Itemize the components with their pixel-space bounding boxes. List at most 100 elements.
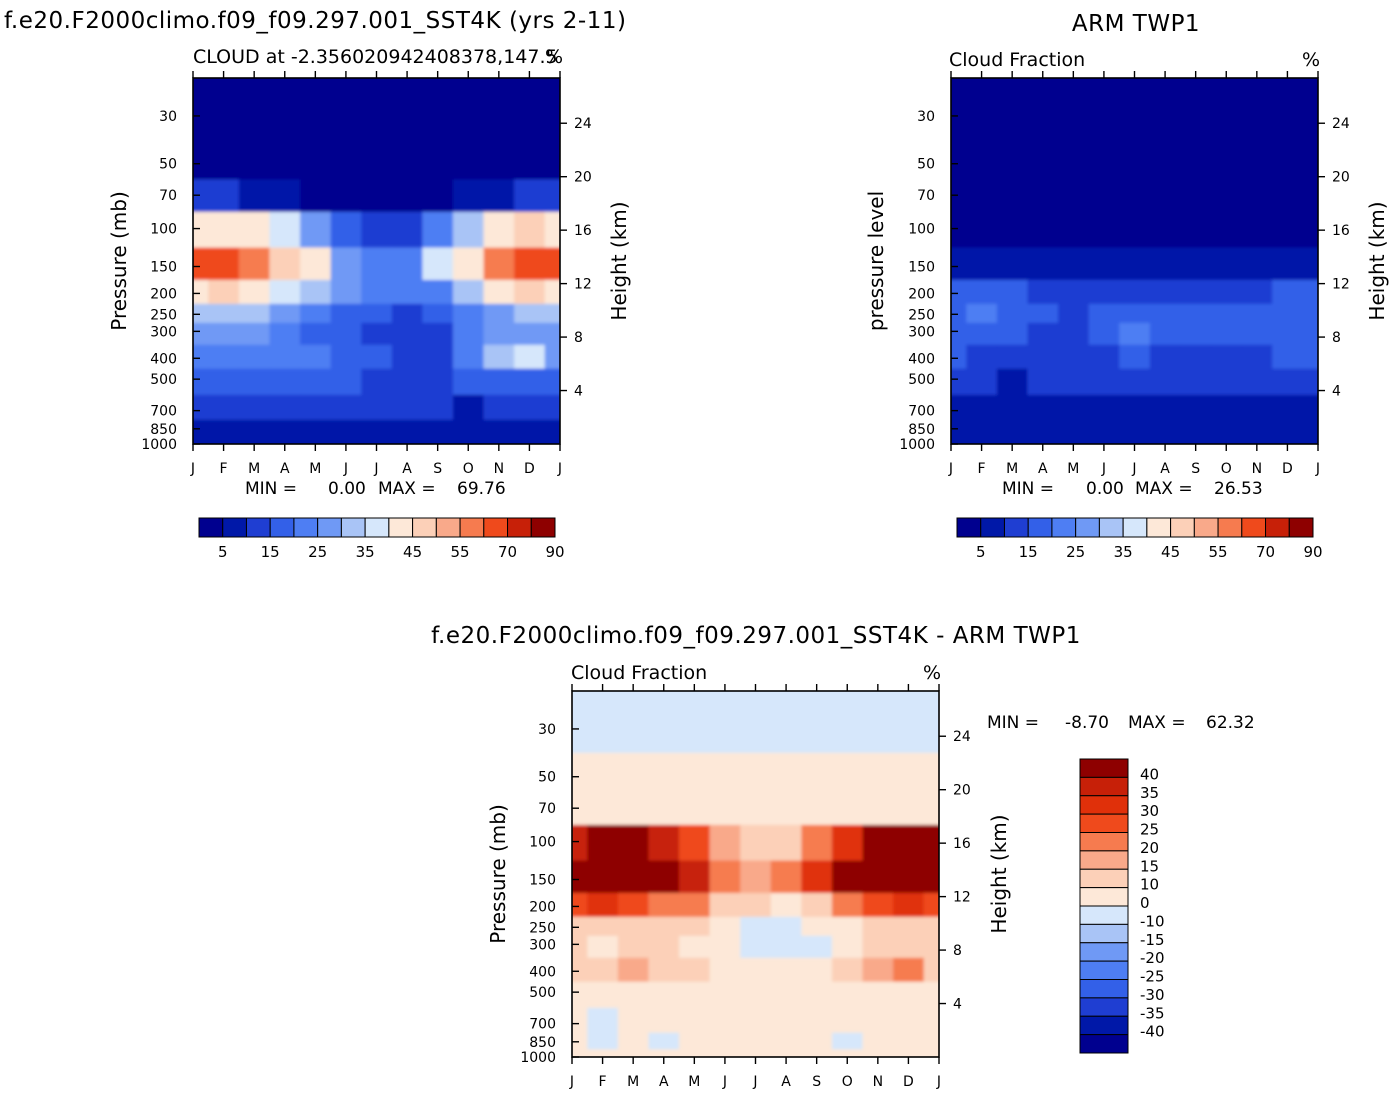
colorbar-label: 40	[1140, 765, 1159, 783]
colorbar-box	[1079, 1015, 1129, 1036]
field-cell	[1210, 419, 1243, 437]
field-cell	[422, 436, 454, 444]
month-tick-label: A	[280, 461, 290, 477]
field-cell	[544, 322, 560, 346]
field-cell	[1272, 322, 1304, 346]
field-cell	[966, 394, 998, 421]
field-cell	[862, 1007, 894, 1034]
field-cell	[1180, 303, 1212, 324]
field-cell	[544, 368, 560, 396]
month-tick-label: M	[688, 1074, 700, 1090]
field-cell	[1210, 139, 1243, 181]
field-cell	[422, 279, 454, 305]
pressure-tick-label: 300	[908, 324, 935, 340]
field-cell	[862, 916, 894, 937]
field-cell	[1119, 78, 1151, 141]
pressure-tick-label: 30	[538, 722, 556, 738]
field-cell	[208, 322, 240, 346]
panel-obs: ARM TWP1 Cloud Fraction % 30 50 70 100 150 20…	[864, 11, 1389, 561]
field-cell	[193, 419, 209, 437]
field-cell	[269, 303, 301, 324]
field-cell	[193, 436, 209, 444]
month-tick-label: D	[903, 1074, 914, 1090]
height-tick-label: 16	[1332, 223, 1350, 239]
field-cell	[770, 860, 802, 894]
field-cell	[572, 1049, 588, 1057]
field-cell	[422, 368, 454, 396]
height-tick-label: 12	[953, 890, 971, 906]
height-tick-label: 4	[1332, 384, 1341, 400]
field-cell	[1210, 368, 1243, 396]
field-cell	[1088, 344, 1120, 370]
field-cell	[572, 752, 588, 794]
field-cell	[951, 78, 967, 141]
field-cell	[514, 394, 546, 421]
field-cell	[648, 935, 680, 959]
pressure-tick-label: 850	[150, 422, 177, 438]
field-cell	[1210, 394, 1243, 421]
field-cell	[1302, 344, 1318, 370]
field-cell	[1272, 247, 1304, 281]
field-cell	[483, 279, 515, 305]
field-cell	[1272, 179, 1304, 213]
field-cell	[1210, 322, 1243, 346]
field-cell	[893, 824, 925, 862]
field-cell	[1119, 139, 1151, 181]
field-cell	[300, 344, 332, 370]
field-cell	[483, 344, 515, 370]
field-cell	[391, 394, 423, 421]
colorbar-box	[1170, 517, 1195, 538]
month-tick-label: F	[220, 461, 228, 477]
field-cell	[514, 279, 546, 305]
field-cell	[193, 344, 209, 370]
field-cell	[1058, 78, 1090, 141]
ylabel-right-obs: Height (km)	[1365, 201, 1389, 320]
field-cell	[831, 916, 864, 937]
field-cell	[422, 139, 454, 181]
field-cell	[193, 78, 209, 141]
field-cell	[709, 792, 741, 826]
month-tick-label: O	[842, 1074, 853, 1090]
field-cell	[1027, 247, 1059, 281]
pressure-tick-label: 100	[908, 222, 935, 238]
field-cell	[1088, 436, 1120, 444]
field-cell	[951, 368, 967, 396]
field-cell	[862, 1049, 894, 1057]
field-cell	[648, 752, 680, 794]
field-cell	[831, 981, 864, 1009]
field-cell	[544, 303, 560, 324]
pressure-tick-label: 50	[538, 770, 556, 786]
field-cell	[1241, 179, 1273, 213]
colorbar-box	[1079, 942, 1129, 962]
colorbar-label: 70	[498, 543, 517, 561]
field-cell	[923, 860, 939, 894]
field-cell	[801, 892, 833, 918]
field-cell	[483, 303, 515, 324]
field-cell	[1241, 322, 1273, 346]
field-cell	[617, 1007, 650, 1034]
field-cell	[208, 419, 240, 437]
field-cell	[831, 792, 864, 826]
panel-obs-title: ARM TWP1	[1072, 11, 1200, 37]
field-cell	[1149, 139, 1181, 181]
field-cell	[269, 139, 301, 181]
field-cell	[740, 1032, 772, 1050]
field-cell	[452, 78, 485, 141]
pressure-tick-label: 700	[908, 404, 935, 420]
field-cell	[831, 752, 864, 794]
colorbar-box	[222, 517, 247, 538]
field-cell	[208, 139, 240, 181]
field-cell	[422, 211, 454, 249]
field-cell	[1241, 303, 1273, 324]
colorbar-box	[1079, 923, 1129, 944]
field-cell	[1241, 279, 1273, 305]
field-cell	[770, 957, 802, 983]
panel-obs-unit: %	[1302, 49, 1320, 71]
field-cell	[1210, 179, 1243, 213]
field-cell	[1241, 436, 1273, 444]
field-cell	[740, 792, 772, 826]
field-cell	[483, 436, 515, 444]
field-cell	[452, 368, 485, 396]
height-tick-label: 8	[1332, 330, 1341, 346]
